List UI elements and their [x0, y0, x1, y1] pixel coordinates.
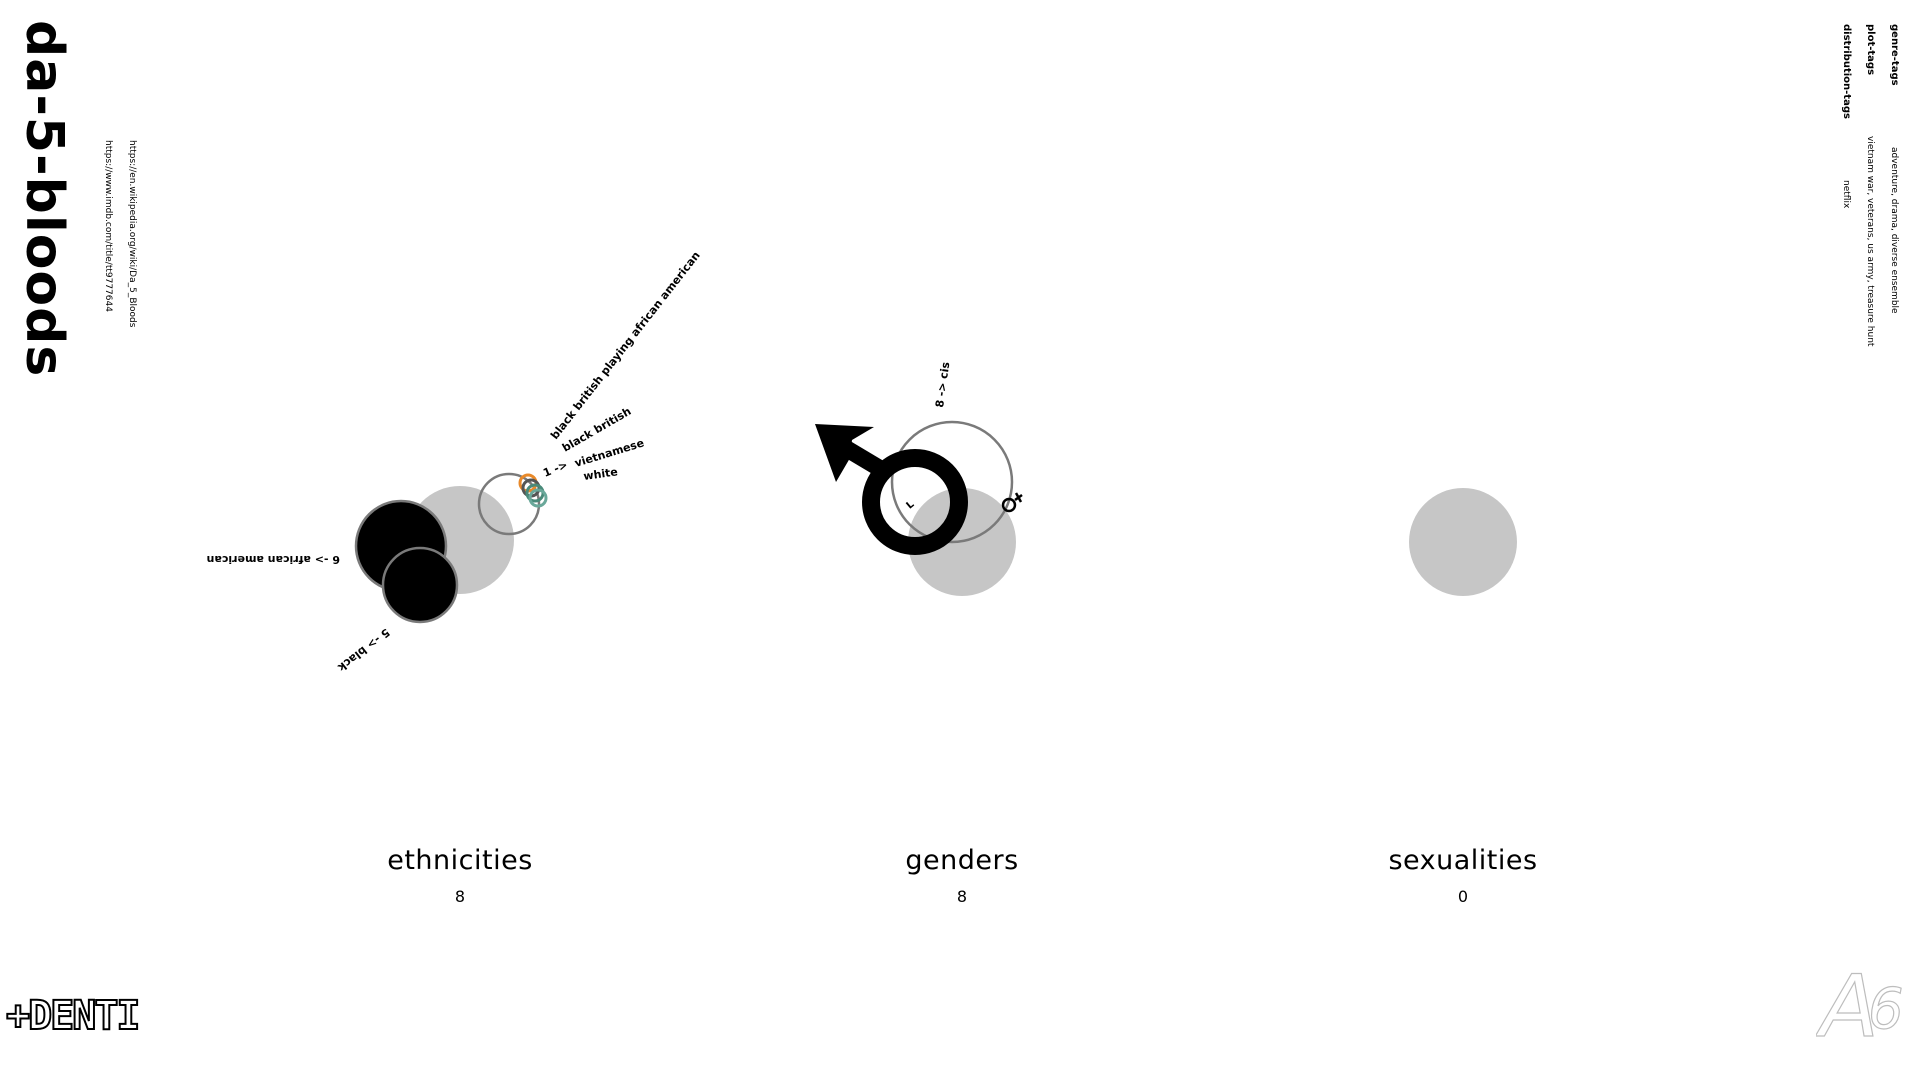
sexualities-title: sexualities: [1388, 845, 1538, 876]
white-ring[interactable]: [528, 488, 548, 508]
genders-title: genders: [905, 845, 1019, 876]
genders-cluster: L 8 -> cis: [815, 361, 1023, 596]
identi-logo[interactable]: +DENTI: [5, 993, 141, 1039]
a6-logo-letter-a: A: [1816, 958, 1879, 1054]
gender-symbol-label: L: [904, 499, 916, 512]
african-american-label: 6 -> african american: [207, 553, 340, 566]
cis-ring[interactable]: [890, 420, 1014, 544]
wikipedia-link[interactable]: https://en.wikipedia.org/wiki/Da_5_Blood…: [127, 140, 137, 328]
plot-tags-name: plot-tags: [1865, 24, 1876, 76]
plot-tags-value: vietnam war, veterans, us army, treasure…: [1865, 136, 1875, 347]
ethnicities-cluster: 6 -> african american 5 -> black 1 -> bl…: [207, 249, 703, 674]
movie-links: https://en.wikipedia.org/wiki/Da_5_Blood…: [96, 140, 144, 327]
sexualities-count: 0: [1457, 887, 1469, 906]
female-icon: [1001, 492, 1023, 513]
distribution-tags-name: distribution-tags: [1841, 24, 1852, 119]
movie-title: da-5-bloods: [14, 20, 74, 378]
male-icon: [815, 424, 968, 555]
distribution-tags-value: netflix: [1841, 180, 1851, 209]
cis-label: 8 -> cis: [933, 361, 952, 409]
white-label: white: [583, 465, 619, 483]
a6-logo[interactable]: A 6: [1816, 958, 1916, 1054]
black-label: 5 -> black: [335, 626, 392, 675]
sexualities-base-circle: [1409, 488, 1517, 596]
small-group-count-label: 1 ->: [541, 458, 569, 480]
ethnicities-title: ethnicities: [387, 845, 533, 876]
sexualities-cluster: [1409, 488, 1517, 596]
ethnicities-count: 8: [454, 887, 466, 906]
a6-logo-digit-6: 6: [1868, 977, 1904, 1042]
distribution-tags: distribution-tags netflix: [1840, 24, 1856, 347]
black-circle[interactable]: [381, 546, 459, 624]
ethnicities-minor-ring: [477, 472, 541, 536]
genders-count: 8: [956, 887, 968, 906]
plot-tags: plot-tags vietnam war, veterans, us army…: [1864, 24, 1880, 347]
genre-tags-value: adventure, drama, diverse ensemble: [1889, 146, 1899, 314]
genre-tags-name: genre-tags: [1889, 24, 1900, 86]
tag-columns: genre-tags adventure, drama, diverse ens…: [1840, 24, 1904, 347]
imdb-link[interactable]: https://www.imdb.com/title/tt9777644: [103, 140, 113, 312]
genre-tags: genre-tags adventure, drama, diverse ens…: [1888, 24, 1904, 347]
